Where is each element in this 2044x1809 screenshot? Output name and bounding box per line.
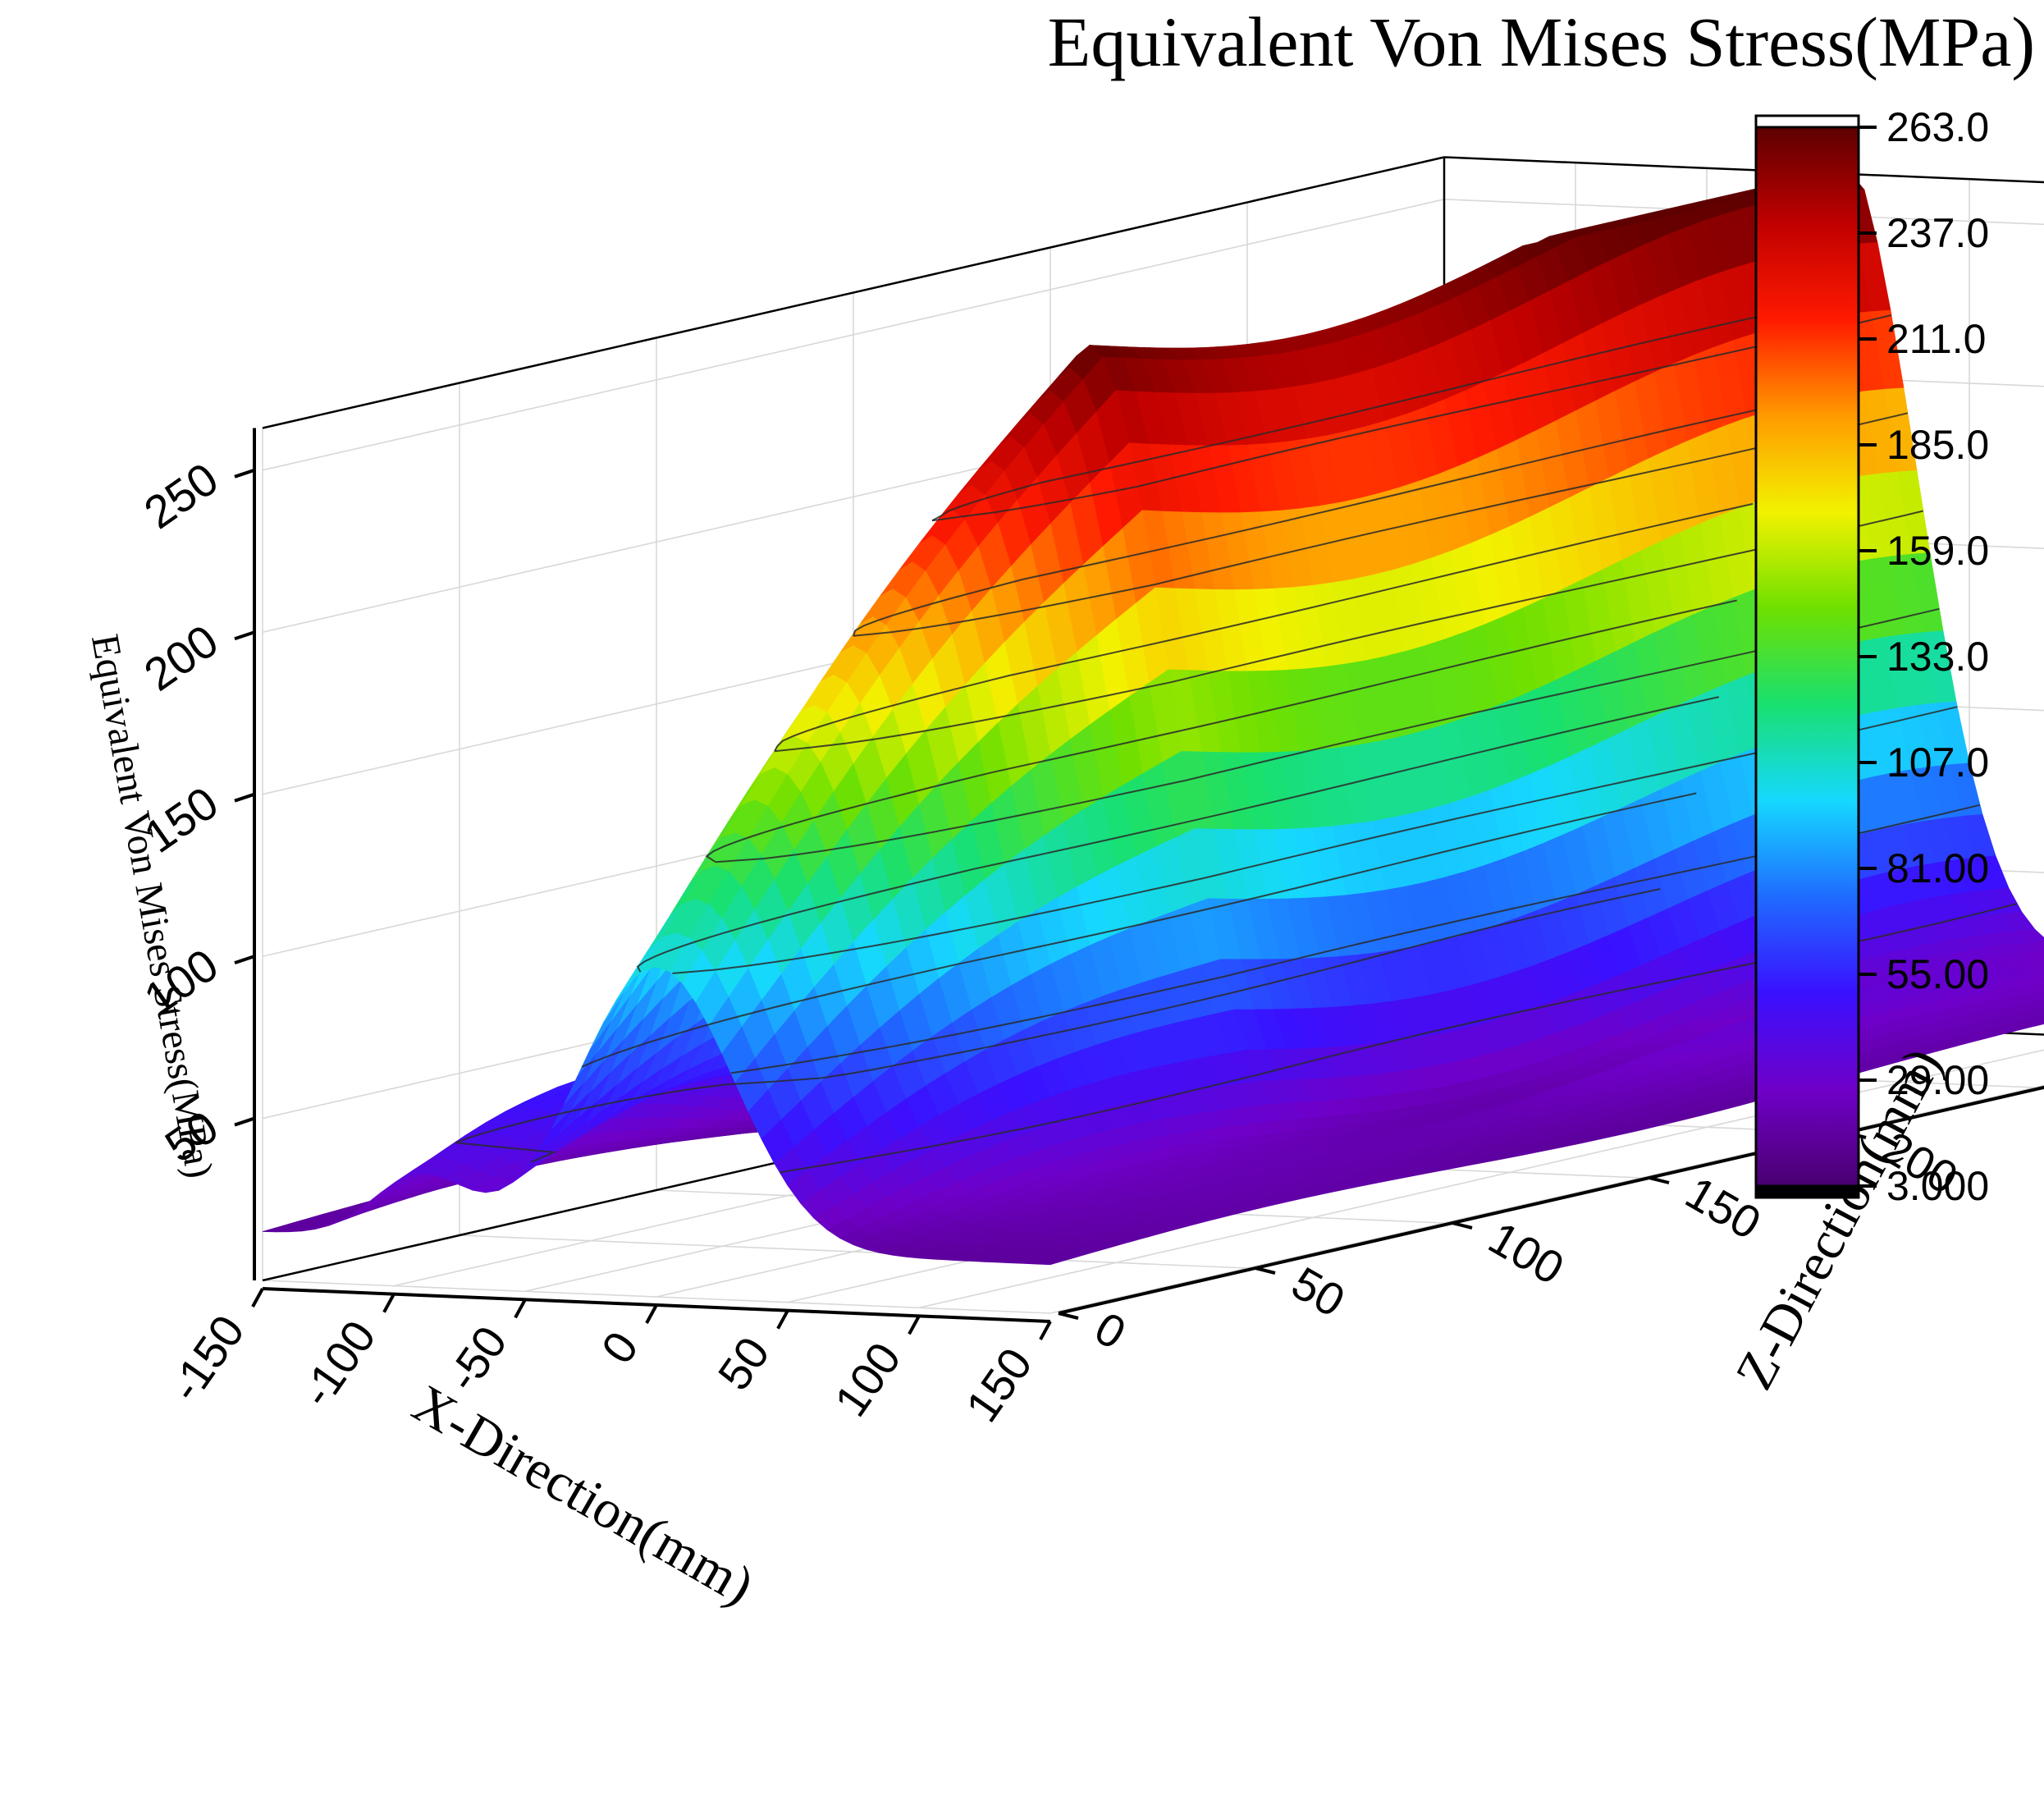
z-direction-tick-mark xyxy=(1648,1176,1670,1184)
colorbar-scale xyxy=(1754,126,1860,1188)
stress-tick-mark xyxy=(234,792,255,803)
stress-tick-mark xyxy=(234,1116,255,1127)
grid-line xyxy=(262,199,1445,471)
contour-line xyxy=(853,406,1769,637)
colorbar-tick-label: 211.0 xyxy=(1886,316,1986,362)
contour-line xyxy=(931,309,1786,522)
stress-tick-label: 250 xyxy=(135,452,227,538)
colorbar-tick-label: 237.0 xyxy=(1886,210,1989,256)
x-tick-label: 150 xyxy=(956,1339,1042,1431)
contour-line xyxy=(715,607,1940,863)
z-direction-tick-mark xyxy=(1058,1312,1079,1320)
z-direction-tick-mark xyxy=(1452,1221,1473,1230)
x-tick-label: 0 xyxy=(591,1322,647,1373)
frame-edge xyxy=(1443,156,2044,184)
stress-tick-label: 200 xyxy=(135,614,227,700)
stress-axis-title: Equivalent Von Mises Stress(MPa) xyxy=(83,631,222,1182)
x-tick-label: 50 xyxy=(707,1327,779,1399)
x-tick-label: -100 xyxy=(290,1311,386,1416)
contour-line xyxy=(931,314,1892,522)
surface-patch xyxy=(1036,1257,1071,1266)
z-direction-tick-label: 50 xyxy=(1283,1257,1353,1327)
contour-line xyxy=(774,510,1924,753)
x-tick-mark xyxy=(251,1288,264,1308)
colorbar-tick-label: 107.0 xyxy=(1886,740,1989,785)
colorbar-tick-label: 185.0 xyxy=(1886,422,1989,468)
colorbar-tick-label: 159.0 xyxy=(1886,528,1989,574)
colorbar-tick-label: 263.0 xyxy=(1886,104,1989,150)
frame-edge xyxy=(262,156,1445,429)
z-direction-tick-label: 0 xyxy=(1086,1302,1134,1359)
contour-line xyxy=(581,792,1697,1068)
stress-tick-mark xyxy=(234,468,255,479)
grid-line xyxy=(459,1234,1248,1269)
x-tick-mark xyxy=(514,1298,527,1319)
contour-line xyxy=(455,888,1661,1163)
x-tick-mark xyxy=(776,1309,789,1330)
colorbar-under-cap xyxy=(1754,1184,1860,1199)
x-axis-title: X-Direction(mm) xyxy=(403,1373,764,1616)
x-tick-mark xyxy=(908,1315,921,1335)
stress-tick-mark xyxy=(234,955,255,965)
colorbar-tick-label: 133.0 xyxy=(1886,634,1989,680)
z-direction-tick-label: 100 xyxy=(1480,1211,1572,1294)
grid-line xyxy=(262,1280,1051,1314)
colorbar-tick-label: 55.00 xyxy=(1886,951,1989,997)
x-tick-mark xyxy=(645,1304,658,1324)
contour-line xyxy=(774,502,1754,752)
stress-tick-mark xyxy=(234,630,255,641)
x-tick-mark xyxy=(1039,1321,1052,1340)
z-direction-tick-mark xyxy=(1255,1266,1276,1275)
chart-title: Equivalent Von Mises Stress(MPa) xyxy=(1048,2,2035,81)
colorbar-tick-label: 3.000 xyxy=(1886,1163,1989,1209)
colorbar-tick-label: 29.00 xyxy=(1886,1057,1989,1103)
x-tick-label: -150 xyxy=(159,1306,254,1411)
contour-line xyxy=(636,696,1720,973)
colorbar-tick-label: 81.00 xyxy=(1886,845,1989,891)
contour-line xyxy=(853,412,1909,637)
colorbar: 263.0 237.0 211.0 185.0 159.0 133.0 107.0 81.00… xyxy=(1754,104,1989,1209)
x-tick-label: 100 xyxy=(825,1333,911,1426)
colorbar-over-cap xyxy=(1754,114,1860,129)
contour-line xyxy=(705,599,1737,863)
x-tick-mark xyxy=(382,1293,396,1313)
